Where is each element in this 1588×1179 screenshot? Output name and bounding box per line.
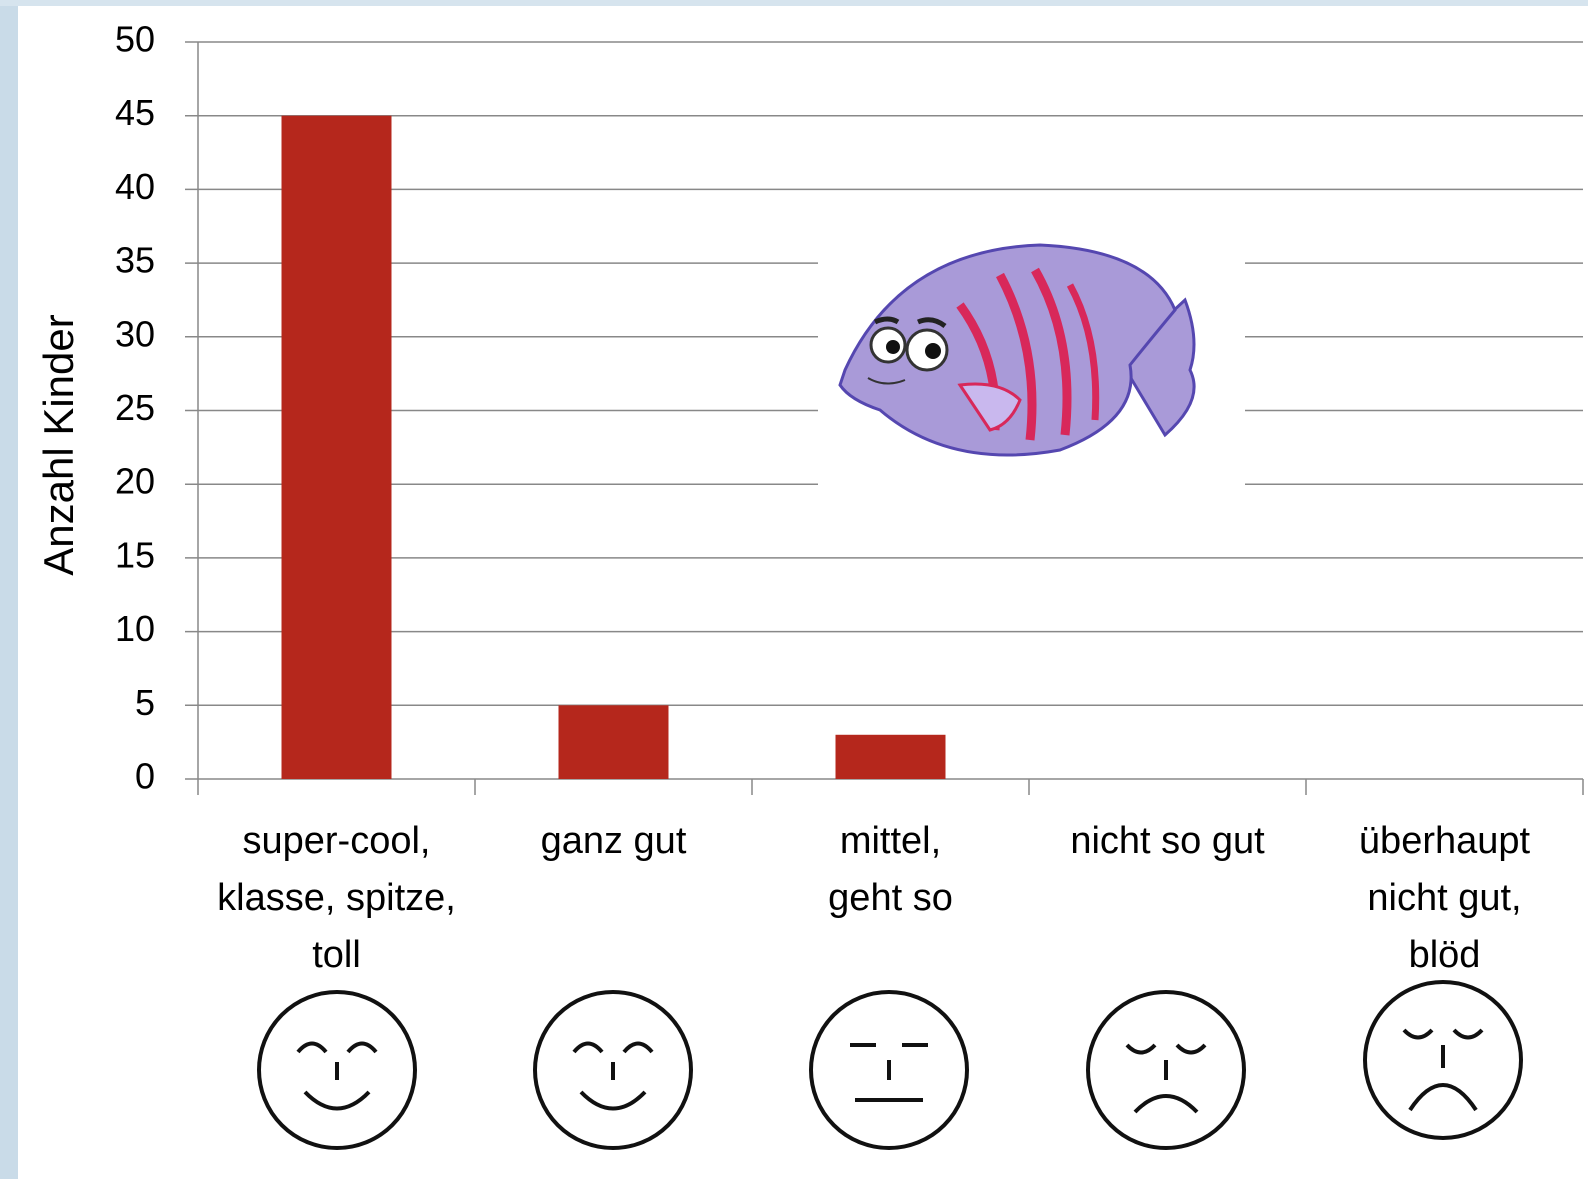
y-tick-label: 25 <box>115 387 155 428</box>
x-tick-label-line: mittel, <box>741 813 1041 870</box>
y-tick-label: 10 <box>115 608 155 649</box>
y-tick-label: 0 <box>135 756 155 797</box>
chart: 0 5 10 15 20 25 30 35 40 45 50 Anzahl Kinder <box>0 0 1588 1179</box>
x-tick-label-line: blöd <box>1295 927 1588 984</box>
y-tick-label: 30 <box>115 313 155 354</box>
x-tick-label-line: toll <box>187 927 487 984</box>
x-tick-label-line: klasse, spitze, <box>187 870 487 927</box>
x-tick-label-line: nicht so gut <box>1018 813 1318 870</box>
bar <box>282 116 392 779</box>
y-tick-label: 35 <box>115 240 155 281</box>
y-axis-label: Anzahl Kinder <box>35 314 82 576</box>
faces <box>259 982 1521 1148</box>
y-tick-label: 50 <box>115 19 155 60</box>
x-tick-label: super-cool,klasse, spitze,toll <box>187 813 487 984</box>
top-strip <box>0 0 1588 6</box>
bar <box>836 735 946 779</box>
x-tick-label: mittel,geht so <box>741 813 1041 927</box>
y-tick-label: 40 <box>115 166 155 207</box>
y-tick-label: 20 <box>115 461 155 502</box>
y-tick-label: 15 <box>115 534 155 575</box>
x-tick-label: nicht so gut <box>1018 813 1318 870</box>
bar <box>559 705 669 779</box>
x-tick-label-line: ganz gut <box>464 813 764 870</box>
page: {"chart_data": {"type": "bar", "y_label"… <box>0 0 1588 1179</box>
y-tick-label: 45 <box>115 92 155 133</box>
side-strip <box>0 0 18 1179</box>
x-tick-label-line: geht so <box>741 870 1041 927</box>
x-tick-label: ganz gut <box>464 813 764 870</box>
x-tick-label-line: überhaupt <box>1295 813 1588 870</box>
x-tick-label-line: nicht gut, <box>1295 870 1588 927</box>
y-tick-label: 5 <box>135 682 155 723</box>
fish-image <box>818 240 1245 485</box>
x-tick-label-line: super-cool, <box>187 813 487 870</box>
